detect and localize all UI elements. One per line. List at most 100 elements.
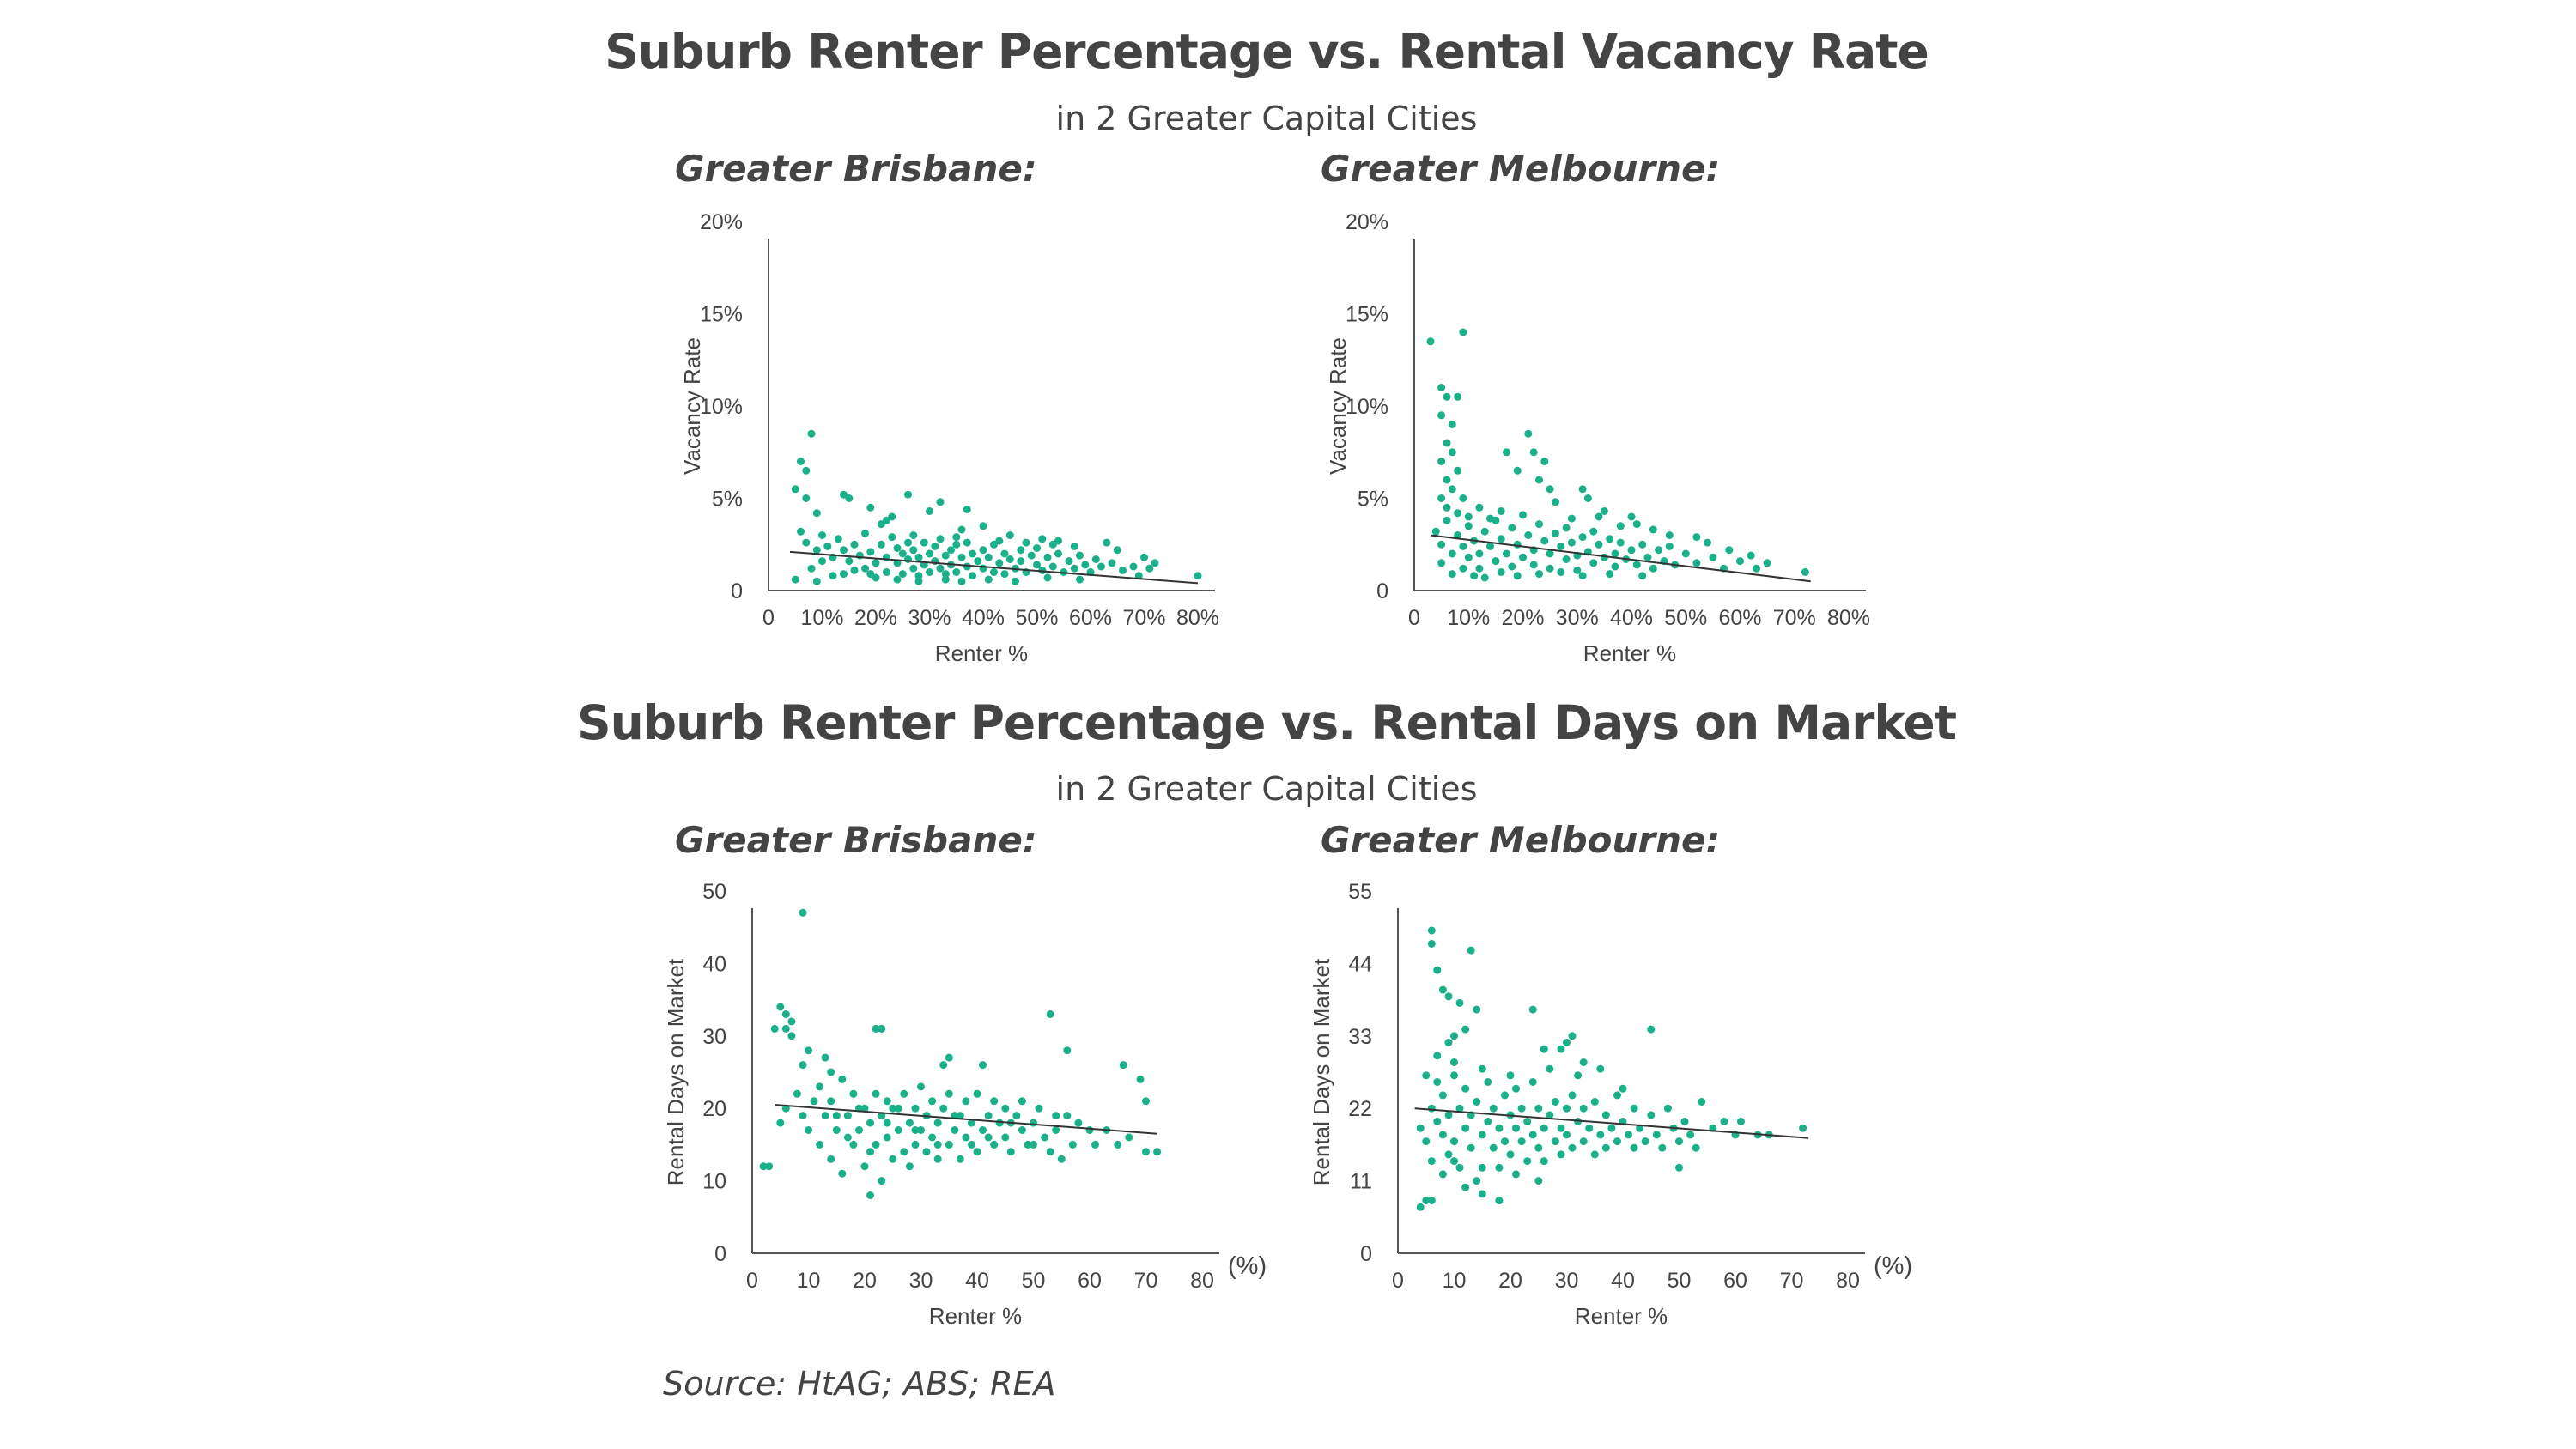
data-point	[850, 566, 859, 574]
y-tick-label: 10%	[1346, 395, 1388, 419]
data-point	[1567, 514, 1576, 523]
data-point	[1454, 509, 1462, 518]
data-point	[1427, 1157, 1436, 1166]
data-point	[898, 570, 907, 579]
data-point	[1473, 1005, 1481, 1014]
x-tick-label: 40	[1611, 1269, 1635, 1293]
data-point	[974, 557, 982, 566]
data-point	[805, 1046, 812, 1055]
data-point	[807, 429, 816, 438]
y-tick-label: 5%	[1358, 488, 1388, 512]
data-point	[1528, 1078, 1537, 1086]
data-point	[1528, 1131, 1537, 1139]
data-point	[1523, 1118, 1532, 1125]
data-point	[883, 516, 890, 524]
data-point	[866, 570, 875, 579]
data-point	[1438, 1170, 1447, 1179]
x-tick-label: 30%	[908, 606, 951, 630]
x-tick-label: 10%	[1447, 606, 1490, 630]
data-point	[1450, 1058, 1458, 1066]
data-point	[1194, 572, 1202, 580]
data-point	[1725, 546, 1734, 555]
data-point	[1503, 448, 1510, 457]
data-point	[776, 1119, 785, 1127]
data-point	[1579, 1104, 1588, 1113]
data-point	[1142, 1148, 1150, 1156]
data-point	[1692, 559, 1701, 567]
data-point	[1546, 1064, 1554, 1073]
data-point	[781, 1010, 790, 1018]
data-point	[1627, 512, 1636, 521]
data-point	[861, 564, 869, 573]
data-point	[843, 1112, 852, 1120]
data-point	[917, 1082, 925, 1091]
data-point	[1630, 1143, 1638, 1152]
data-point	[909, 546, 918, 555]
data-point	[816, 1082, 824, 1091]
data-point	[1546, 564, 1554, 573]
data-point	[909, 564, 918, 573]
y-tick-label: 44	[1348, 952, 1372, 976]
data-point	[911, 1126, 920, 1134]
x-tick-label: 40%	[962, 606, 1005, 630]
data-point	[821, 1053, 829, 1062]
data-point	[1601, 1143, 1610, 1152]
data-point	[1043, 573, 1052, 582]
data-point	[936, 564, 945, 573]
data-point	[1529, 561, 1538, 569]
data-point	[1136, 1075, 1145, 1083]
y-axis-label: Rental Days on Market	[1309, 958, 1334, 1185]
data-point	[1578, 485, 1587, 494]
y-tick-label: 50	[702, 880, 726, 904]
data-point	[909, 531, 918, 539]
data-point	[1426, 337, 1435, 346]
data-point	[900, 1089, 908, 1098]
data-point	[849, 1089, 858, 1098]
data-point	[1448, 421, 1456, 428]
data-point	[1052, 1112, 1060, 1120]
data-point	[1450, 1157, 1458, 1166]
data-point	[1497, 507, 1505, 515]
data-point	[1024, 1140, 1032, 1149]
x-tick-label: 60	[1078, 1269, 1102, 1293]
data-point	[941, 575, 950, 584]
data-point	[984, 1112, 993, 1120]
x-tick-label: 50%	[1015, 606, 1058, 630]
data-point	[1625, 1131, 1632, 1139]
data-point	[1523, 1157, 1532, 1166]
data-point	[866, 1119, 874, 1127]
data-point	[850, 540, 859, 549]
data-point	[1506, 1150, 1515, 1159]
data-point	[1454, 531, 1462, 539]
data-point	[1557, 1124, 1565, 1132]
data-point	[1433, 1078, 1442, 1086]
x-tick-label: 80%	[1176, 606, 1219, 630]
data-point	[990, 1097, 999, 1106]
data-point	[1000, 570, 1009, 579]
data-point	[905, 1119, 914, 1127]
data-point	[1422, 1197, 1431, 1205]
data-point	[855, 1126, 863, 1134]
data-point	[1552, 529, 1559, 537]
data-point	[1680, 1118, 1689, 1125]
data-point	[1437, 559, 1446, 567]
data-point	[1517, 1104, 1526, 1113]
bottom-chart-subtitle: in 2 Greater Capital Cities	[1055, 770, 1478, 808]
data-point	[926, 568, 933, 576]
data-point	[969, 572, 976, 580]
data-point	[1444, 1039, 1453, 1046]
data-point	[1416, 1124, 1425, 1132]
data-point	[791, 485, 799, 494]
data-point	[1497, 568, 1505, 576]
data-point	[894, 1126, 902, 1134]
data-point	[1097, 562, 1105, 571]
data-point	[810, 1097, 818, 1106]
data-point	[838, 1075, 847, 1083]
data-point	[1022, 538, 1030, 547]
data-point	[883, 1097, 891, 1106]
y-tick-label: 0	[714, 1242, 726, 1266]
data-point	[926, 507, 933, 515]
data-point	[1091, 555, 1100, 563]
data-point	[1145, 564, 1154, 573]
